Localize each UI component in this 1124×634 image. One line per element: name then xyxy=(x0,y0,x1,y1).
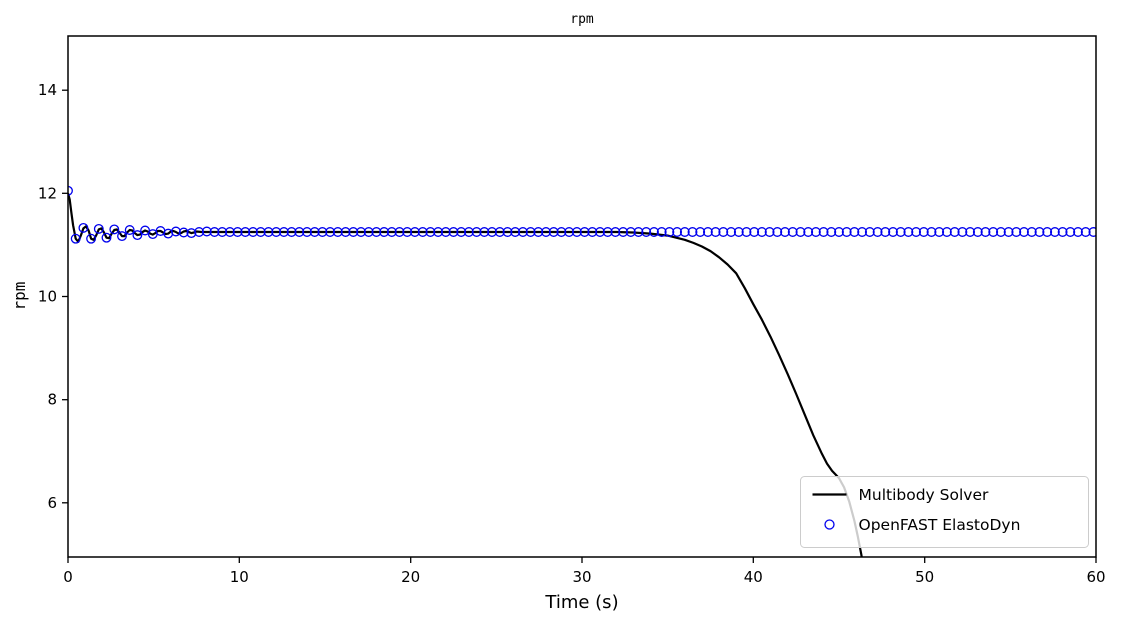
x-tick-label: 60 xyxy=(1086,568,1105,586)
multibody-line xyxy=(68,193,863,557)
x-tick-label: 50 xyxy=(915,568,934,586)
legend-box xyxy=(800,476,1089,548)
y-tick-label: 8 xyxy=(47,391,57,409)
legend-entry-openfast: OpenFAST ElastoDyn xyxy=(859,516,1021,534)
x-axis-label: Time (s) xyxy=(545,592,619,613)
y-tick-label: 14 xyxy=(38,81,57,99)
x-tick-label: 40 xyxy=(744,568,763,586)
openfast-markers xyxy=(68,185,1096,244)
legend-entry-multibody: Multibody Solver xyxy=(859,486,989,504)
x-tick-label: 10 xyxy=(230,568,249,586)
y-tick-label: 6 xyxy=(47,494,57,512)
x-tick-label: 0 xyxy=(63,568,73,586)
x-tick-label: 20 xyxy=(401,568,420,586)
legend-marker-sample xyxy=(824,519,835,530)
y-tick-label: 12 xyxy=(38,184,57,202)
x-tick-label: 30 xyxy=(572,568,591,586)
y-tick-label: 10 xyxy=(38,288,57,306)
legend: Multibody Solver OpenFAST ElastoDyn xyxy=(800,476,1089,548)
chart-title: rpm xyxy=(570,12,594,27)
